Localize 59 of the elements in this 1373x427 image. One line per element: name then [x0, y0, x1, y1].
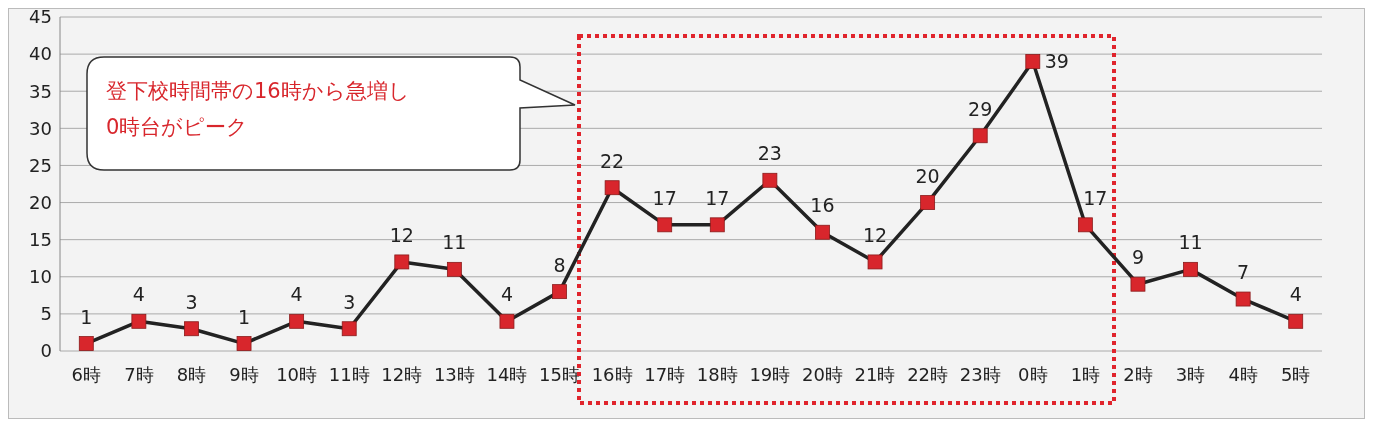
x-tick-label: 14時: [486, 364, 528, 385]
x-tick-label: 21時: [854, 364, 896, 385]
x-tick-label: 23時: [959, 364, 1001, 385]
data-label: 29: [968, 97, 993, 120]
data-label: 1: [237, 305, 251, 328]
data-label: 23: [757, 142, 782, 165]
x-tick-label: 11時: [328, 364, 370, 385]
data-label: 20: [915, 164, 940, 187]
y-tick-label: 35: [29, 80, 52, 102]
x-tick-label: 1時: [1070, 364, 1101, 385]
x-tick-label: 17時: [644, 364, 686, 385]
y-tick-label: 10: [29, 266, 52, 288]
y-tick-label: 25: [29, 154, 52, 176]
x-tick-label: 6時: [71, 364, 102, 385]
data-label: 11: [442, 231, 467, 254]
x-tick-label: 16時: [591, 364, 633, 385]
x-tick-label: 18時: [696, 364, 738, 385]
data-label: 3: [343, 290, 356, 313]
y-tick-label: 20: [29, 191, 52, 213]
x-tick-label: 7時: [124, 364, 154, 385]
x-tick-label: 10時: [276, 364, 318, 385]
x-tick-label: 8時: [176, 364, 207, 385]
x-tick-label: 22時: [907, 364, 949, 385]
y-tick-label: 5: [40, 303, 52, 325]
y-tick-label: 0: [40, 340, 52, 362]
data-label: 4: [1289, 283, 1302, 306]
data-label: 17: [1083, 186, 1108, 209]
data-label: 8: [553, 253, 566, 276]
x-tick-label: 9時: [229, 364, 259, 385]
data-label: 7: [1237, 261, 1250, 284]
data-label: 9: [1131, 246, 1145, 269]
x-tick-label: 13時: [433, 364, 475, 385]
annotation: 登下校時間帯の16時から急増し 0時台がピーク: [106, 79, 410, 139]
data-label: 4: [132, 283, 145, 306]
y-tick-label: 40: [29, 43, 52, 65]
x-tick-label: 3時: [1175, 364, 1206, 385]
data-label: 16: [810, 194, 835, 217]
data-label: 4: [290, 283, 303, 306]
y-tick-label: 45: [29, 6, 52, 28]
data-label: 17: [705, 186, 730, 209]
y-tick-label: 15: [29, 228, 52, 250]
x-tick-label: 4時: [1228, 364, 1258, 385]
data-label: 22: [600, 149, 625, 172]
data-label: 12: [862, 223, 888, 246]
x-tick-label: 20時: [802, 364, 843, 385]
data-label: 3: [185, 290, 198, 313]
x-tick-label: 0時: [1018, 364, 1048, 385]
data-label: 1: [80, 305, 93, 328]
x-tick-label: 5時: [1280, 364, 1311, 385]
data-label: 12: [389, 223, 414, 246]
data-label: 11: [1178, 231, 1203, 254]
x-tick-label: 15時: [539, 364, 580, 385]
y-tick-label: 30: [29, 117, 52, 139]
x-tick-label: 2時: [1123, 364, 1153, 385]
data-label: 17: [652, 186, 677, 209]
x-tick-label: 12時: [381, 364, 423, 385]
data-label: 39: [1044, 50, 1069, 73]
x-tick-label: 19時: [749, 364, 791, 385]
data-label: 4: [500, 283, 514, 306]
